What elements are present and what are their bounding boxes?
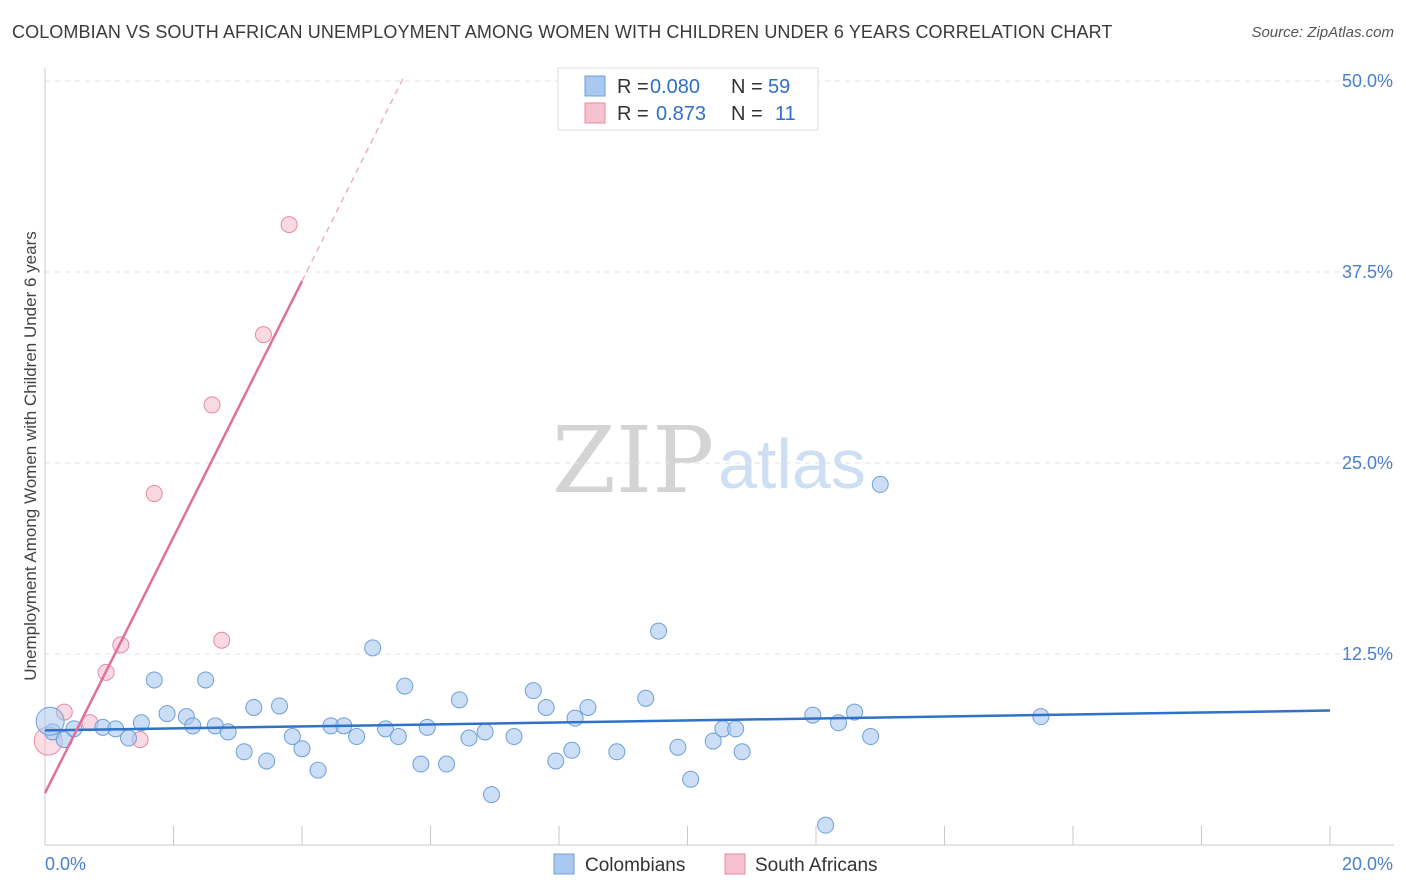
y-tick-label: 12.5% (1342, 644, 1393, 664)
colombians-points (35, 475, 1050, 834)
colombians-point (460, 729, 478, 747)
y-axis-tick-labels: 12.5% 25.0% 37.5% 50.0% (1342, 71, 1393, 664)
correlation-legend: R = 0.080 N = 59 R = 0.873 N = 11 (557, 67, 819, 131)
source-label: Source: ZipAtlas.com (1251, 24, 1394, 41)
colombians-point (158, 705, 176, 723)
south-africans-point (280, 216, 298, 234)
south-africans-point (213, 631, 231, 649)
x-tick-label-min: 0.0% (45, 854, 86, 874)
colombians-trend-line (44, 709, 1331, 732)
colombians-point (727, 720, 745, 738)
colombians-point (348, 728, 366, 746)
colombians-point (271, 697, 289, 715)
colombians-point (846, 703, 864, 721)
colombians-point (197, 671, 215, 689)
colombians-point (438, 755, 456, 773)
colombians-point (293, 740, 311, 758)
colombians-point (364, 639, 382, 657)
legend-swatch-colombians (584, 75, 606, 97)
colombians-point (184, 717, 202, 735)
colombians-point (579, 698, 597, 716)
colombians-point (245, 698, 263, 716)
legend-swatch-colombians (553, 853, 575, 875)
colombians-point (608, 743, 626, 761)
legend-n-value: 59 (768, 76, 790, 98)
colombians-point (804, 706, 822, 724)
series-legend: Colombians South Africans (553, 853, 878, 876)
colombians-point (537, 698, 555, 716)
colombians-point (132, 714, 150, 732)
colombians-point (817, 816, 835, 834)
colombians-point (733, 743, 751, 761)
south-africans-point (203, 396, 221, 414)
colombians-point (450, 691, 468, 709)
colombians-point (120, 729, 138, 747)
colombians-point (235, 743, 253, 761)
x-axis-ticks (44, 826, 1331, 845)
legend-r-label: R = (617, 76, 649, 98)
colombians-point (563, 741, 581, 759)
gridlines (45, 80, 1394, 655)
x-tick-label-max: 20.0% (1342, 854, 1393, 874)
colombians-point (704, 732, 722, 750)
y-tick-label: 37.5% (1342, 262, 1393, 282)
legend-n-label: N = (731, 103, 763, 125)
trend-lines (43, 74, 1331, 794)
legend-swatch-south-africans (584, 102, 606, 124)
colombians-point (35, 706, 65, 736)
legend-label-south-africans: South Africans (755, 855, 878, 876)
colombians-point (258, 752, 276, 770)
chart-title: COLOMBIAN VS SOUTH AFRICAN UNEMPLOYMENT … (12, 22, 1113, 42)
watermark-zip: ZIP (552, 407, 714, 514)
colombians-point (1032, 708, 1050, 726)
colombians-point (871, 475, 889, 493)
legend-r-value: 0.080 (650, 76, 700, 98)
y-tick-label: 25.0% (1342, 453, 1393, 473)
colombians-point (483, 786, 501, 804)
watermark-atlas: atlas (718, 425, 866, 503)
south-africans-trend-line (43, 280, 304, 794)
south-africans-trend-extension (301, 74, 406, 282)
colombians-point (389, 728, 407, 746)
legend-swatch-south-africans (724, 853, 746, 875)
south-africans-points (33, 216, 298, 756)
south-africans-point (254, 326, 272, 344)
colombians-point (669, 738, 687, 756)
colombians-point (682, 770, 700, 788)
colombians-point (547, 752, 565, 770)
legend-r-label: R = (617, 103, 649, 125)
colombians-point (637, 689, 655, 707)
south-africans-point (145, 485, 163, 503)
legend-n-label: N = (731, 76, 763, 98)
legend-r-value: 0.873 (656, 103, 706, 125)
y-tick-label: 50.0% (1342, 71, 1393, 91)
colombians-point (283, 728, 301, 746)
colombians-point (862, 728, 880, 746)
legend-label-colombians: Colombians (585, 855, 685, 876)
colombians-point (476, 723, 494, 741)
colombians-point (145, 671, 163, 689)
y-axis-label: Unemployment Among Women with Children U… (21, 231, 40, 680)
colombians-point (309, 761, 327, 779)
colombians-point (566, 709, 584, 727)
colombians-point (396, 677, 414, 695)
colombians-point (524, 682, 542, 700)
colombians-point (418, 718, 436, 736)
legend-n-value: 11 (775, 103, 796, 125)
colombians-point (412, 755, 430, 773)
colombians-point (650, 622, 668, 640)
colombians-point (505, 728, 523, 746)
